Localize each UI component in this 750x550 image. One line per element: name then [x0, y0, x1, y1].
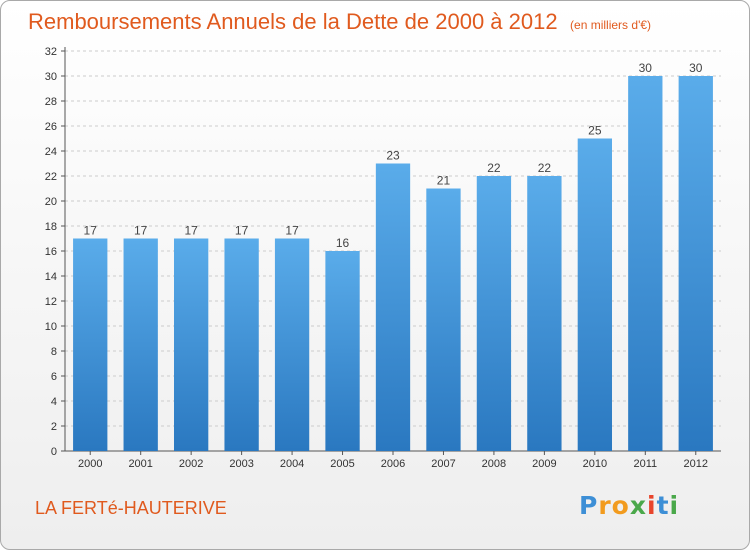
bar: [325, 251, 360, 451]
bar-value-label: 23: [386, 149, 400, 163]
bar: [476, 176, 512, 451]
x-tick-label: 2007: [431, 458, 455, 470]
bar: [375, 163, 411, 451]
chart-unit: (en milliers d'€): [570, 18, 652, 32]
logo-letter: t: [656, 491, 670, 520]
bar-value-label: 22: [487, 161, 501, 175]
y-tick-label: 28: [45, 96, 57, 108]
bar-value-label: 25: [588, 124, 602, 138]
bar-value-label: 17: [235, 224, 249, 238]
y-tick-label: 4: [51, 396, 57, 408]
y-tick-label: 20: [45, 196, 57, 208]
y-tick-label: 8: [51, 346, 57, 358]
bar-value-label: 22: [538, 161, 552, 175]
y-tick-label: 18: [45, 221, 57, 233]
label-layer: 2000 17 2001 17 2002 17 2003 17 2004 17 2005 16 2006…: [78, 61, 708, 470]
logo-letter: o: [611, 491, 630, 520]
commune-name: LA FERTé-HAUTERIVE: [35, 498, 227, 518]
x-tick-label: 2006: [381, 458, 405, 470]
title-row: Remboursements Annuels de la Dette de 20…: [28, 9, 651, 35]
bar-value-label: 16: [336, 236, 350, 250]
y-tick-label: 26: [45, 121, 57, 133]
bar-layer: [73, 76, 713, 451]
y-tick-label: 0: [51, 446, 57, 458]
bar-value-label: 21: [437, 174, 451, 188]
x-tick-label: 2002: [179, 458, 203, 470]
y-tick-label: 6: [51, 371, 57, 383]
x-tick-label: 2009: [532, 458, 556, 470]
bar-value-label: 30: [639, 61, 653, 75]
x-tick-label: 2012: [684, 458, 708, 470]
proxiti-logo: Proxiti: [579, 491, 679, 520]
logo-letter: x: [629, 491, 647, 520]
bar: [678, 76, 713, 451]
x-tick-label: 2001: [128, 458, 152, 470]
x-tick-label: 2008: [482, 458, 506, 470]
y-tick-label: 14: [45, 271, 57, 283]
bar: [426, 188, 461, 451]
logo-letter: P: [579, 491, 599, 520]
y-tick-label: 32: [45, 46, 57, 58]
bar-value-label: 17: [285, 224, 299, 238]
logo-letter: i: [669, 491, 680, 520]
chart-title: Remboursements Annuels de la Dette de 20…: [28, 9, 558, 34]
y-tick-label: 12: [45, 296, 57, 308]
bar: [527, 176, 562, 451]
x-tick-label: 2011: [633, 458, 657, 470]
bar: [628, 76, 663, 451]
logo-letter: r: [598, 491, 612, 520]
x-tick-label: 2004: [280, 458, 304, 470]
bar: [224, 238, 259, 451]
bar-value-label: 17: [84, 224, 98, 238]
bar-value-label: 30: [689, 61, 703, 75]
y-tick-label: 24: [45, 146, 57, 158]
y-tick-label: 10: [45, 321, 57, 333]
x-tick-label: 2005: [330, 458, 354, 470]
bar-value-label: 17: [184, 224, 198, 238]
y-tick-label: 16: [45, 246, 57, 258]
x-tick-label: 2003: [229, 458, 253, 470]
y-tick-label: 22: [45, 171, 57, 183]
y-tick-label: 30: [45, 71, 57, 83]
x-tick-label: 2010: [583, 458, 607, 470]
bar-value-label: 17: [134, 224, 148, 238]
bar: [73, 238, 108, 451]
logo-letter: i: [647, 491, 657, 520]
bar: [577, 138, 613, 451]
x-tick-label: 2000: [78, 458, 102, 470]
bar: [173, 238, 209, 451]
y-tick-label: 2: [51, 421, 57, 433]
bar: [123, 238, 158, 451]
bar: [274, 238, 310, 451]
